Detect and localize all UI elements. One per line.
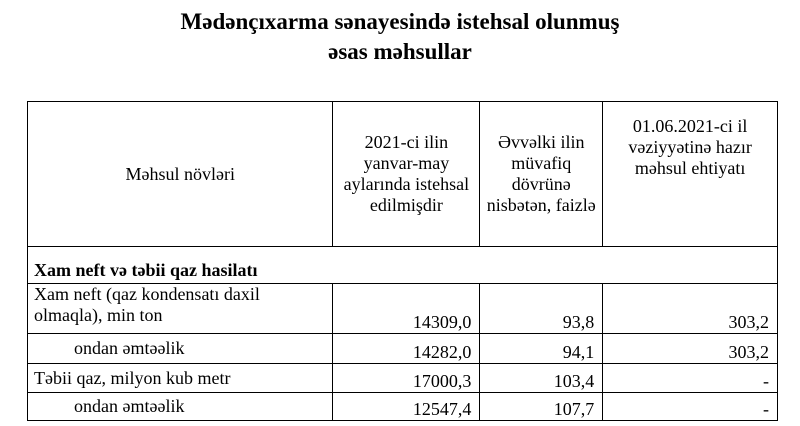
row-percent: 107,7 <box>479 392 604 421</box>
row-stock: 303,2 <box>602 283 778 334</box>
row-percent: 93,8 <box>479 283 604 334</box>
table-row: Xam neft (qaz kondensatı daxil olmaqla),… <box>26 283 778 334</box>
section-title: Xam neft və təbii qaz hasilatı <box>27 246 778 284</box>
header-percent: Əvvəlki ilin müvafiq dövrünə nisbətən, f… <box>479 101 604 247</box>
row-produced: 12547,4 <box>332 392 481 421</box>
row-name: Xam neft (qaz kondensatı daxil olmaqla),… <box>26 283 334 334</box>
header-produced: 2021-ci ilin yanvar-may aylarında istehs… <box>332 101 481 247</box>
header-product-type: Məhsul növləri <box>26 101 334 247</box>
row-stock: 303,2 <box>602 333 778 364</box>
table-row: ondan əmtəəlik 14282,0 94,1 303,2 <box>26 333 778 364</box>
document-title: Mədənçıxarma sənayesində istehsal olunmu… <box>0 7 800 67</box>
row-stock: - <box>602 363 778 393</box>
row-name: ondan əmtəəlik <box>26 392 334 421</box>
row-name: Təbii qaz, milyon kub metr <box>26 363 334 393</box>
row-produced: 14309,0 <box>332 283 481 334</box>
header-stock: 01.06.2021-ci il vəziyyətinə hazır məhsu… <box>602 101 778 247</box>
row-name: ondan əmtəəlik <box>26 333 334 364</box>
row-produced: 17000,3 <box>332 363 481 393</box>
section-row: Xam neft və təbii qaz hasilatı <box>27 246 778 284</box>
row-produced: 14282,0 <box>332 333 481 364</box>
table-row: Təbii qaz, milyon kub metr 17000,3 103,4… <box>26 363 778 393</box>
title-line-1: Mədənçıxarma sənayesində istehsal olunmu… <box>180 9 620 34</box>
row-percent: 94,1 <box>479 333 604 364</box>
title-line-2: əsas məhsullar <box>328 39 472 64</box>
products-table: Məhsul növləri 2021-ci ilin yanvar-may a… <box>26 101 778 421</box>
row-percent: 103,4 <box>479 363 604 393</box>
table-row: ondan əmtəəlik 12547,4 107,7 - <box>26 392 778 421</box>
row-stock: - <box>602 392 778 421</box>
header-row: Məhsul növləri 2021-ci ilin yanvar-may a… <box>26 101 778 247</box>
